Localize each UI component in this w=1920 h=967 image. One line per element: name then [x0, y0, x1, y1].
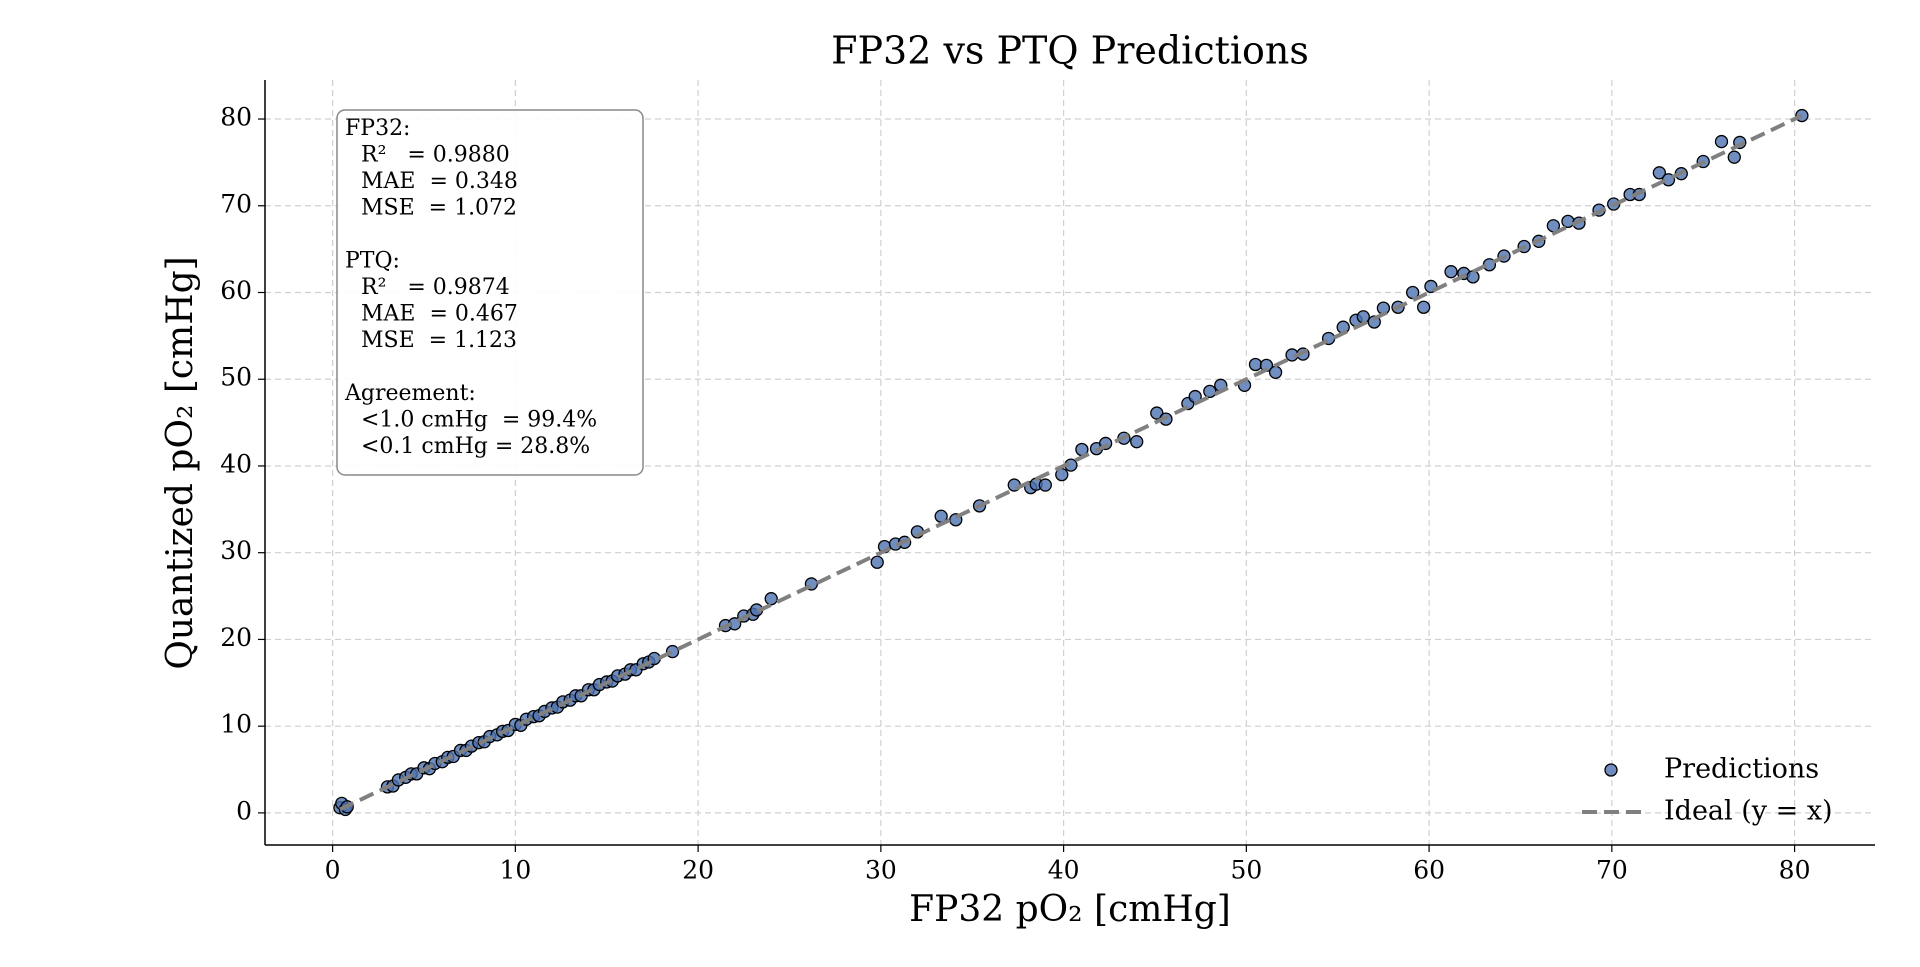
- scatter-point: [1268, 365, 1283, 379]
- y-tick-label: 10: [220, 710, 252, 739]
- scatter-point: [1652, 166, 1667, 180]
- stats-heading: FP32:: [345, 116, 410, 141]
- x-tick-label: 40: [1048, 856, 1080, 885]
- x-tick-label: 0: [325, 856, 341, 885]
- y-tick-label: 20: [220, 623, 252, 652]
- legend-label: Predictions: [1664, 754, 1819, 785]
- scatter-point: [1130, 435, 1144, 449]
- scatter-point: [1444, 265, 1458, 279]
- stats-line: <1.0 cmHg = 99.4%: [361, 408, 597, 433]
- x-tick-label: 30: [865, 856, 897, 885]
- scatter-point: [870, 555, 884, 569]
- legend-label: Ideal (y = x): [1664, 796, 1833, 827]
- scatter-point: [1203, 384, 1217, 399]
- stats-line: R² = 0.9880: [361, 143, 510, 168]
- scatter-point: [1416, 300, 1431, 314]
- x-axis-label: FP32 pO₂ [cmHg]: [909, 889, 1231, 930]
- y-tick-label: 50: [220, 363, 252, 392]
- y-tick-label: 0: [236, 796, 252, 825]
- scatter-point: [1561, 214, 1575, 229]
- y-tick-label: 60: [220, 276, 252, 305]
- scatter-point: [764, 592, 778, 606]
- x-tick-label: 10: [499, 856, 531, 885]
- stats-line: <0.1 cmHg = 28.8%: [361, 434, 590, 459]
- y-axis-label: Quantized pO₂ [cmHg]: [160, 256, 201, 669]
- chart-title: FP32 vs PTQ Predictions: [831, 29, 1309, 73]
- x-tick-label: 80: [1779, 856, 1811, 885]
- stats-heading: Agreement:: [344, 381, 476, 406]
- scatter-point: [1727, 150, 1741, 164]
- stats-line: MAE = 0.467: [361, 302, 518, 327]
- stats-line: MSE = 1.072: [361, 196, 517, 221]
- reference-line: [339, 113, 1803, 812]
- stats-box: [336, 109, 644, 476]
- scatter-point: [1356, 310, 1370, 324]
- scatter-point: [1150, 406, 1164, 420]
- x-tick-label: 60: [1413, 856, 1445, 885]
- y-tick-label: 40: [220, 449, 252, 478]
- stats-heading: PTQ:: [345, 249, 400, 274]
- x-tick-label: 20: [682, 856, 714, 885]
- x-tick-label: 70: [1596, 856, 1628, 885]
- scatter-point: [1714, 134, 1729, 149]
- scatter-point: [1466, 270, 1480, 284]
- scatter-point: [1038, 478, 1052, 492]
- y-tick-label: 80: [220, 103, 252, 132]
- stats-line: R² = 0.9874: [361, 275, 510, 300]
- scatter-point: [1248, 357, 1263, 372]
- y-tick-label: 30: [220, 536, 252, 565]
- x-tick-label: 50: [1230, 856, 1262, 885]
- legend-marker: [1604, 763, 1618, 777]
- stats-line: MAE = 0.348: [361, 169, 518, 194]
- stats-line: MSE = 1.123: [361, 328, 517, 353]
- y-tick-label: 70: [220, 189, 252, 218]
